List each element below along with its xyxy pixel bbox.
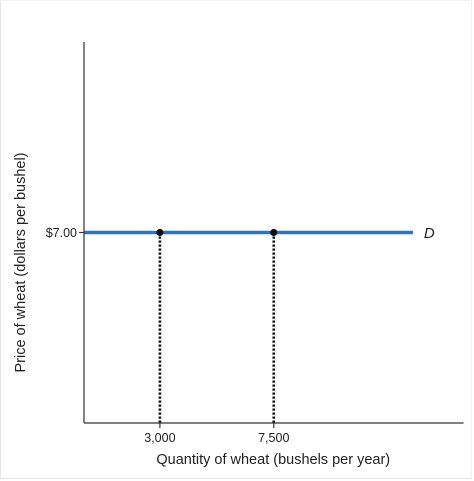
series-layer: D (84, 225, 435, 242)
series-label: D (424, 225, 435, 242)
x-tick-label: 3,000 (144, 431, 175, 445)
y-tick-label: $7.00 (46, 226, 77, 240)
equilibrium-point (156, 228, 164, 237)
x-axis-label: Quantity of wheat (bushels per year) (156, 452, 390, 468)
x-tick-label: 7,500 (258, 431, 289, 445)
equilibrium-point (270, 228, 278, 237)
labels: Quantity of wheat (bushels per year) Pri… (13, 152, 390, 468)
droplines (158, 232, 276, 423)
y-axis-label: Price of wheat (dollars per bushel) (13, 152, 29, 372)
ticks: $7.00 3,000 7,500 (46, 226, 290, 445)
points-layer (156, 228, 278, 237)
